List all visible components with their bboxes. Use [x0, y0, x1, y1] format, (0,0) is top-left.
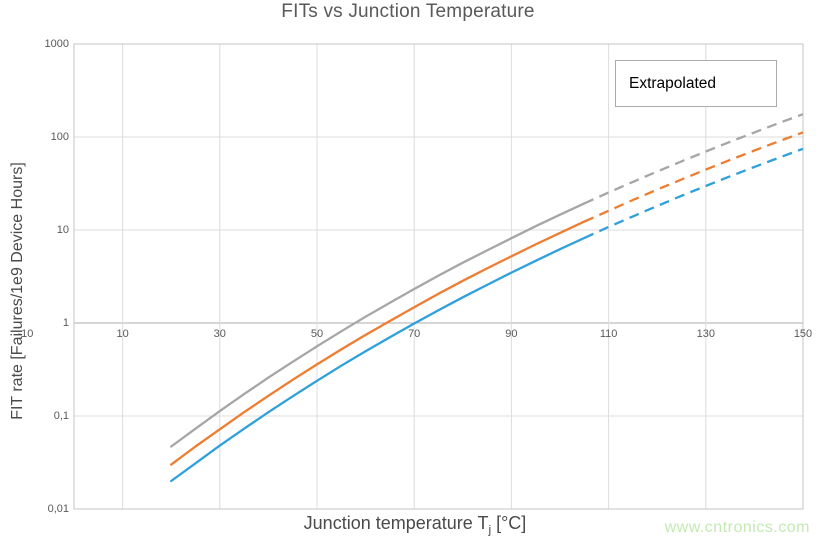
extrapolated-annotation-box: Extrapolated — [615, 60, 777, 107]
extrapolated-annotation-label: Extrapolated — [629, 74, 717, 92]
y-tick-label: 1 — [62, 316, 69, 329]
watermark: www.cntronics.com — [664, 519, 810, 536]
x-tick-label: 30 — [213, 328, 226, 340]
y-tick-label: 1000 — [44, 37, 69, 50]
x-axis-title-units: [°C] — [491, 513, 527, 533]
series-gray-solid-line — [170, 202, 586, 448]
x-tick-label: 70 — [408, 328, 421, 340]
series-orange-solid-line — [170, 220, 586, 466]
x-tick-label: 90 — [505, 328, 518, 340]
y-tick-label: 0,1 — [53, 409, 69, 422]
x-axis-title-text: Junction temperature T — [303, 513, 489, 533]
y-tick-label: 0,01 — [47, 502, 69, 515]
x-tick-label: 150 — [793, 328, 813, 340]
y-tick-label: 100 — [50, 130, 69, 143]
series-orange-extrapolated-line — [583, 131, 804, 223]
x-tick-label: -10 — [17, 328, 34, 340]
x-axis-title: Junction temperature Tj [°C] — [0, 513, 816, 537]
chart-title: FITs vs Junction Temperature — [281, 1, 535, 22]
y-tick-label: 10 — [56, 223, 69, 236]
x-tick-label: 130 — [696, 328, 715, 340]
x-tick-label: 10 — [116, 328, 129, 340]
plot-border — [73, 43, 804, 510]
x-tick-label: 110 — [599, 328, 618, 340]
series-blue-extrapolated-line — [583, 147, 804, 240]
x-axis-title-subscript: j — [488, 522, 492, 537]
series-blue-solid-line — [170, 236, 586, 483]
series-gray-extrapolated-line — [583, 113, 804, 205]
x-tick-label: 50 — [310, 328, 324, 340]
